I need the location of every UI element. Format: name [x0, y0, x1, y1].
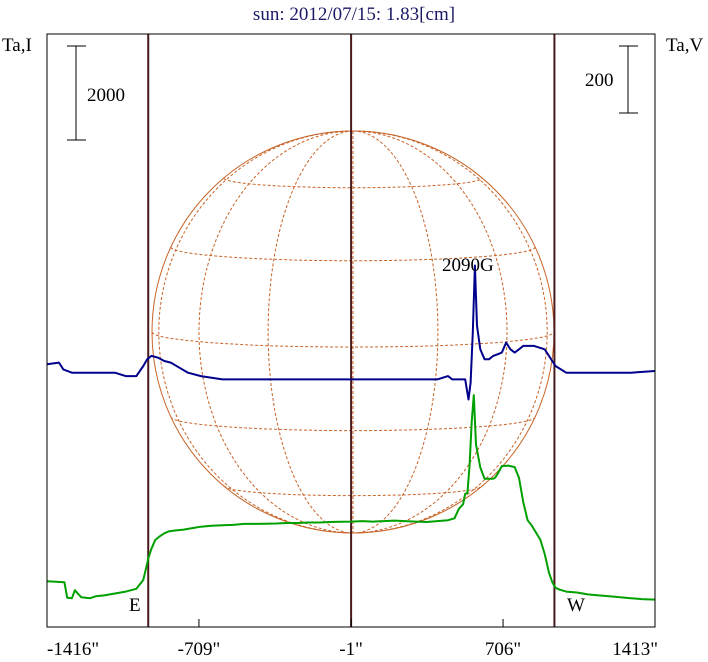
left-scale-label: 2000 [87, 85, 125, 106]
x-axis-ticks: -1416" -709" -1" 706" 1413" [46, 619, 658, 660]
longitude-line [267, 130, 354, 534]
limb-and-center-lines [147, 34, 556, 627]
east-limb-label: E [129, 595, 141, 616]
x-tick-label: -709" [178, 639, 221, 660]
longitude-line [198, 130, 354, 534]
y-axis-right-label: Ta,V [666, 35, 703, 56]
left-scale-bar [67, 45, 86, 141]
stokes-v-series-line [46, 264, 656, 401]
longitude-line [352, 130, 439, 534]
x-tick-label: 1413" [612, 639, 658, 660]
latitude-line [170, 416, 536, 432]
chart-title: sun: 2012/07/15: 1.83[cm] [253, 4, 455, 25]
latitude-line [151, 331, 555, 348]
y-axis-left-label: Ta,I [2, 35, 32, 56]
latitude-line [170, 246, 536, 262]
x-tick-label: 706" [485, 639, 521, 660]
longitude-line [352, 130, 548, 534]
right-scale-bar [619, 45, 638, 114]
longitude-line [158, 130, 354, 534]
longitude-line [352, 130, 508, 534]
series-layer [46, 264, 656, 601]
solar-disk-grid [151, 130, 555, 534]
latitude-line [223, 485, 483, 497]
right-scale-label: 200 [585, 70, 614, 91]
stokes-i-series-line [46, 394, 656, 601]
x-tick-label: -1" [339, 639, 363, 660]
field-strength-annotation: 2090G [442, 255, 494, 276]
west-limb-label: W [567, 595, 585, 616]
x-tick-label: -1416" [47, 639, 99, 660]
